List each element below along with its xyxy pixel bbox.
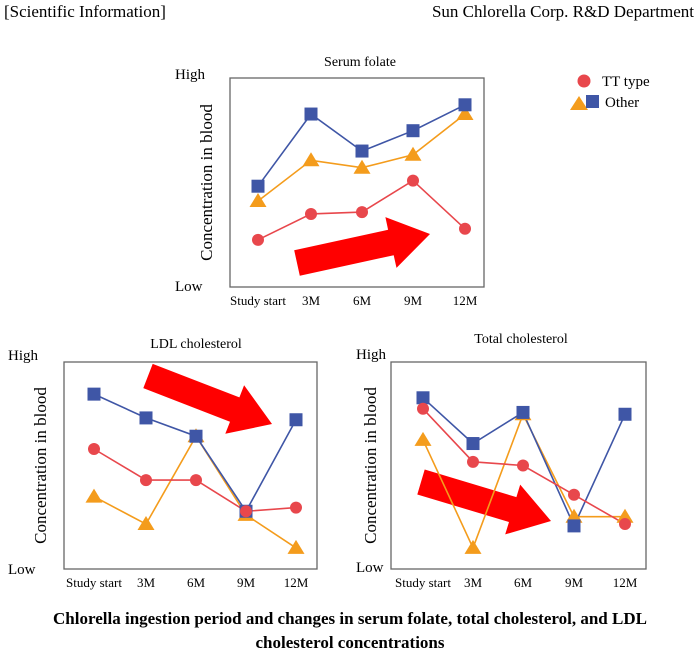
y-tick-label-high: High: [175, 67, 206, 83]
chart-title: Serum folate: [324, 55, 396, 70]
x-tick-label-12m: 12M: [453, 293, 478, 308]
data-point-square: [516, 405, 530, 419]
data-point-circle: [190, 474, 202, 487]
data-point-square: [416, 391, 430, 405]
data-point-triangle: [85, 488, 103, 503]
x-tick-label-6m: 6M: [187, 575, 206, 590]
data-point-triangle: [287, 539, 305, 554]
data-point-square: [189, 429, 203, 443]
y-tick-label-high: High: [356, 347, 387, 363]
y-tick-label-low: Low: [8, 562, 36, 578]
x-tick-label-3m: 3M: [464, 575, 483, 590]
x-tick-label-6m: 6M: [514, 575, 533, 590]
y-axis-label: Concentration in blood: [361, 387, 380, 544]
x-tick-label-study-start: Study start: [395, 575, 451, 590]
x-tick-label-3m: 3M: [302, 293, 321, 308]
data-point-square: [406, 124, 420, 138]
caption-line-2: cholesterol concentrations: [255, 633, 445, 652]
chart-ldl-cholesterol: LDL cholesterol High Low Concentration in b…: [8, 337, 318, 590]
data-point-circle: [356, 206, 368, 219]
legend-marker-other-square: [586, 95, 599, 108]
data-point-triangle: [456, 106, 474, 121]
y-tick-label-low: Low: [356, 560, 384, 576]
data-point-triangle: [404, 146, 422, 161]
x-tick-label-12m: 12M: [284, 575, 309, 590]
x-tick-label-study-start: Study start: [66, 575, 122, 590]
data-point-triangle: [616, 508, 634, 523]
x-tick-label-6m: 6M: [353, 293, 372, 308]
data-point-circle: [252, 233, 264, 246]
data-point-triangle: [137, 516, 155, 531]
caption-line-1: Chlorella ingestion period and changes i…: [53, 609, 647, 628]
data-point-square: [87, 387, 101, 401]
y-tick-label-low: Low: [175, 279, 203, 295]
x-tick-label-9m: 9M: [237, 575, 256, 590]
x-tick-label-study-start: Study start: [230, 293, 286, 308]
x-tick-label-3m: 3M: [137, 575, 156, 590]
data-point-circle: [88, 443, 100, 456]
data-point-circle: [517, 459, 529, 472]
data-point-triangle: [353, 159, 371, 174]
data-point-square: [139, 411, 153, 425]
data-point-square: [304, 107, 318, 121]
chart-total-cholesterol: Total cholesterol High Low Concentration in…: [356, 332, 647, 590]
data-point-triangle: [464, 539, 482, 554]
data-point-triangle: [302, 152, 320, 167]
data-point-circle: [417, 402, 429, 415]
y-tick-label-high: High: [8, 348, 39, 364]
x-tick-label-9m: 9M: [404, 293, 423, 308]
data-point-circle: [240, 505, 252, 518]
chart-serum-folate: Serum folate High Low Concentration in bloo…: [175, 55, 485, 308]
data-point-circle: [568, 488, 580, 501]
x-tick-label-9m: 9M: [565, 575, 584, 590]
data-point-circle: [459, 222, 471, 235]
legend-label-tt-type: TT type: [602, 74, 650, 90]
y-axis-label: Concentration in blood: [31, 387, 50, 544]
data-point-circle: [467, 455, 479, 468]
data-point-square: [618, 407, 632, 421]
data-point-circle: [305, 207, 317, 220]
header-left: [Scientific Information]: [4, 2, 166, 21]
trend-arrow-down: [143, 363, 272, 434]
data-point-square: [251, 179, 265, 193]
trend-arrow-down: [417, 469, 551, 535]
data-point-square: [458, 98, 472, 112]
data-point-circle: [140, 474, 152, 487]
chart-title: LDL cholesterol: [150, 337, 242, 352]
y-axis-label: Concentration in blood: [197, 104, 216, 261]
data-point-square: [289, 413, 303, 427]
legend-marker-tt-type: [577, 74, 591, 88]
legend: TT type Other: [570, 74, 650, 111]
trend-arrow-up: [294, 217, 430, 276]
legend-marker-other-triangle: [570, 96, 588, 110]
data-point-square: [355, 144, 369, 158]
data-point-circle: [290, 501, 302, 514]
chart-title: Total cholesterol: [474, 332, 568, 347]
data-point-circle: [619, 518, 631, 531]
legend-label-other: Other: [605, 95, 639, 111]
data-point-square: [567, 519, 581, 533]
data-point-circle: [407, 174, 419, 187]
data-point-triangle: [414, 431, 432, 446]
x-tick-label-12m: 12M: [613, 575, 638, 590]
data-point-triangle: [565, 508, 583, 523]
header-right: Sun Chlorella Corp. R&D Department: [431, 2, 694, 21]
data-point-triangle: [249, 193, 267, 207]
data-point-square: [466, 437, 480, 451]
